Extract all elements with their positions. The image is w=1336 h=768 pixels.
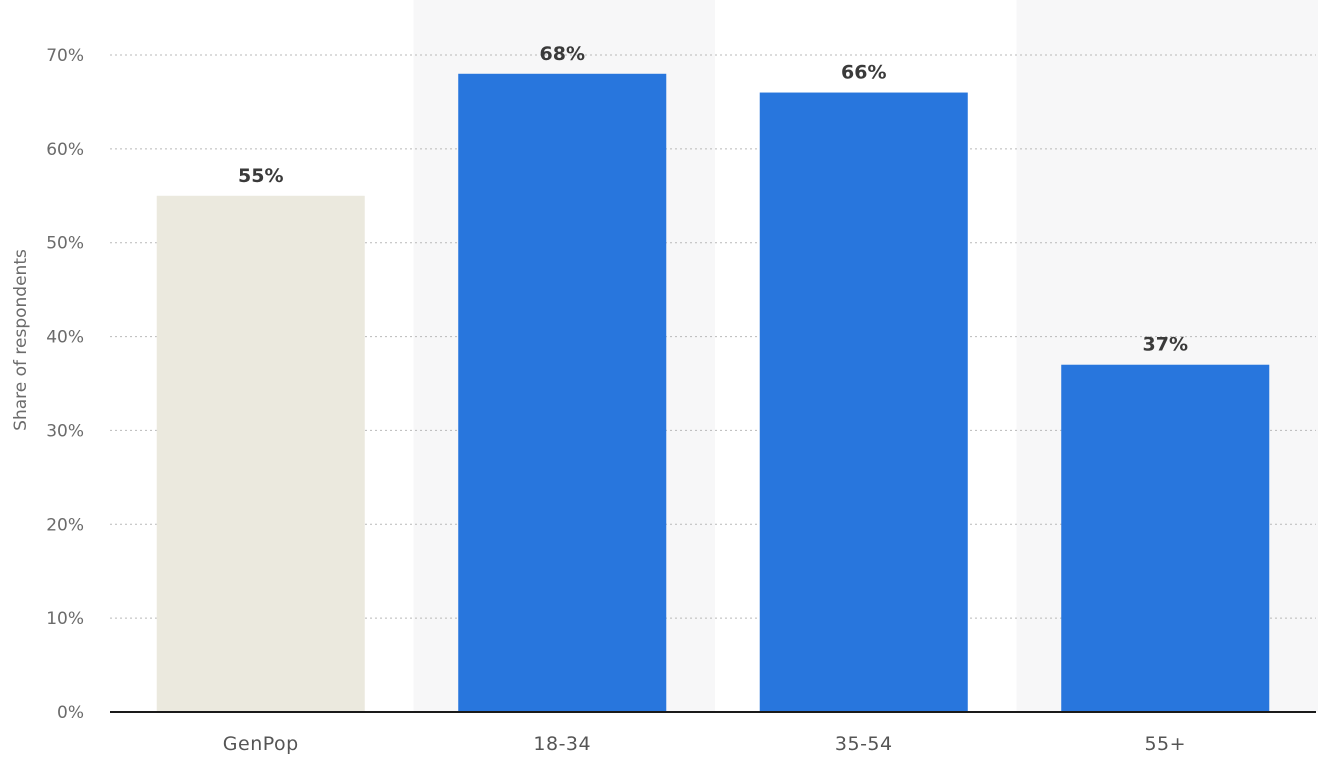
y-tick-label: 20%	[46, 515, 84, 535]
y-tick-label: 70%	[46, 46, 84, 66]
bars	[156, 73, 1270, 713]
data-label: 66%	[841, 62, 886, 84]
y-tick-label: 30%	[46, 421, 84, 441]
bar	[458, 73, 667, 713]
x-tick-label: 35-54	[835, 733, 893, 755]
x-tick-label: 55+	[1144, 733, 1186, 755]
x-tick-label: 18-34	[533, 733, 591, 755]
bar	[156, 195, 365, 713]
data-label: 55%	[238, 165, 283, 187]
bar	[759, 92, 968, 713]
value-labels: 55% 68% 66% 37%	[238, 43, 1188, 356]
bar	[1061, 364, 1270, 712]
y-tick-label: 10%	[46, 609, 84, 629]
data-label: 37%	[1143, 334, 1188, 356]
y-tick-label: 50%	[46, 234, 84, 254]
x-axis-category-labels: GenPop 18-34 35-54 55+	[223, 733, 1186, 755]
x-tick-label: GenPop	[223, 733, 299, 755]
y-tick-label: 40%	[46, 328, 84, 348]
y-axis-tick-labels: 0% 10% 20% 30% 40% 50% 60% 70%	[46, 46, 84, 723]
data-label: 68%	[540, 43, 585, 65]
y-tick-label: 60%	[46, 140, 84, 160]
y-axis-title: Share of respondents	[11, 249, 31, 431]
y-tick-label: 0%	[57, 703, 84, 723]
